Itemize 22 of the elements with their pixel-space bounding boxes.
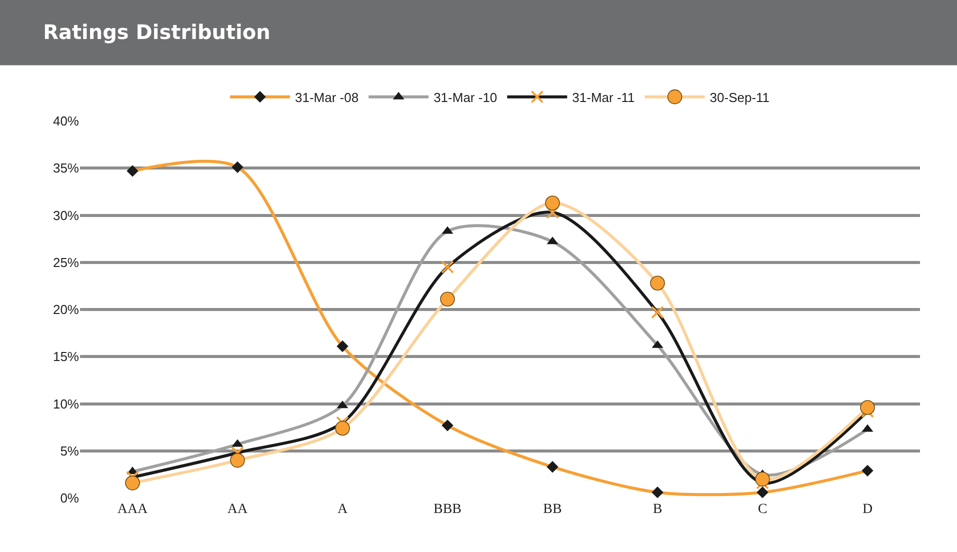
x-tick-label: C (758, 502, 768, 517)
x-tick-label: B (652, 502, 662, 517)
chart-title: Ratings Distribution (43, 20, 270, 44)
legend-label: 30-Sep-11 (710, 90, 770, 105)
x-tick-label: BB (543, 502, 562, 517)
legend-label: 31-Mar -11 (572, 90, 635, 105)
y-tick-label: 30% (52, 208, 80, 223)
y-tick-label: 40% (52, 114, 80, 129)
y-tick-label: 35% (52, 160, 80, 176)
x-tick-label: A (337, 502, 348, 517)
y-tick-label: 20% (52, 302, 80, 318)
y-tick-label: 5% (60, 443, 80, 458)
y-tick-label: 10% (52, 396, 80, 412)
x-tick-label: AAA (117, 502, 149, 517)
y-tick-label: 0% (60, 490, 80, 506)
y-tick-label: 15% (52, 349, 80, 364)
legend-label: 31-Mar -08 (295, 90, 359, 105)
y-tick-label: 25% (52, 254, 80, 270)
x-tick-label: D (862, 502, 873, 517)
x-tick-label: AA (227, 502, 248, 517)
x-tick-label: BBB (433, 502, 462, 517)
legend-label: 31-Mar -10 (434, 90, 498, 105)
